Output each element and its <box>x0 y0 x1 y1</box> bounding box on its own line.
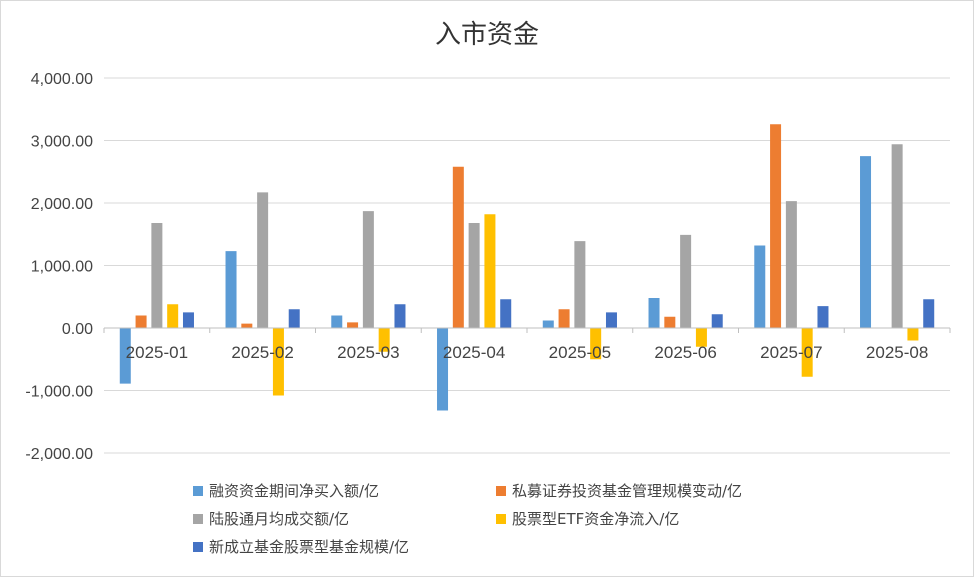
bar <box>891 144 903 328</box>
bar <box>394 304 406 328</box>
bar <box>182 312 194 328</box>
y-tick-label: 1,000.00 <box>31 259 93 276</box>
legend-item: 融资资金期间净买入额/亿 <box>193 480 379 501</box>
y-tick-label: 4,000.00 <box>31 71 93 88</box>
y-tick-label: 2,000.00 <box>31 196 93 213</box>
bar <box>558 309 570 328</box>
legend-swatch <box>193 541 203 552</box>
bar <box>288 309 300 328</box>
bar <box>574 241 586 328</box>
legend-item: 私募证券投资基金管理规模变动/亿 <box>496 480 742 501</box>
x-tick-label: 2025-06 <box>654 343 716 362</box>
bar <box>437 328 449 411</box>
legend-item: 股票型ETF资金净流入/亿 <box>496 508 679 529</box>
legend-swatch <box>193 485 203 496</box>
x-tick-label: 2025-04 <box>443 343 505 362</box>
bar <box>860 156 872 328</box>
bar <box>119 328 131 384</box>
bar <box>167 304 179 328</box>
bar <box>605 312 617 328</box>
bar <box>680 234 692 328</box>
bar <box>664 316 676 328</box>
y-tick-label: -1,000.00 <box>25 384 93 401</box>
legend-label: 股票型ETF资金净流入/亿 <box>512 510 680 528</box>
bar <box>362 211 374 328</box>
bar <box>923 299 935 328</box>
bar <box>331 315 343 328</box>
bar <box>257 192 269 328</box>
bar <box>151 223 163 328</box>
bar <box>378 328 390 352</box>
bar <box>272 328 284 396</box>
y-tick-label: 3,000.00 <box>31 134 93 151</box>
bar <box>817 306 829 328</box>
legend-item: 新成立基金股票型基金规模/亿 <box>193 536 409 557</box>
bar <box>347 322 359 328</box>
chart-title: 入市资金 <box>434 20 539 50</box>
legend-swatch <box>496 513 506 524</box>
bar <box>542 320 554 328</box>
bar <box>711 314 723 328</box>
bar <box>754 245 766 328</box>
x-tick-label: 2025-07 <box>760 343 822 362</box>
bar <box>801 328 813 377</box>
bar <box>907 328 919 341</box>
bar <box>468 223 480 328</box>
legend-swatch <box>193 513 203 524</box>
x-tick-label: 2025-05 <box>549 343 611 362</box>
bar <box>500 299 512 328</box>
bar <box>648 298 660 328</box>
bar <box>785 201 797 328</box>
bar <box>695 328 707 347</box>
legend-label: 新成立基金股票型基金规模/亿 <box>209 538 410 556</box>
legend-label: 陆股通月均成交额/亿 <box>209 510 350 528</box>
legend-label: 私募证券投资基金管理规模变动/亿 <box>512 482 743 500</box>
x-tick-label: 2025-03 <box>337 343 399 362</box>
x-tick-label: 2025-01 <box>126 343 188 362</box>
bar <box>241 323 253 328</box>
y-tick-label: -2,000.00 <box>25 446 93 463</box>
legend-swatch <box>496 485 506 496</box>
legend-item: 陆股通月均成交额/亿 <box>193 508 349 529</box>
legend-label: 融资资金期间净买入额/亿 <box>209 482 380 500</box>
bar <box>770 124 782 328</box>
bar <box>452 166 464 328</box>
bar <box>484 214 496 328</box>
x-tick-label: 2025-02 <box>231 343 293 362</box>
x-tick-label: 2025-08 <box>866 343 928 362</box>
bar <box>590 328 602 360</box>
bar <box>135 315 147 328</box>
bar <box>225 251 237 328</box>
y-tick-label: 0.00 <box>62 321 93 338</box>
